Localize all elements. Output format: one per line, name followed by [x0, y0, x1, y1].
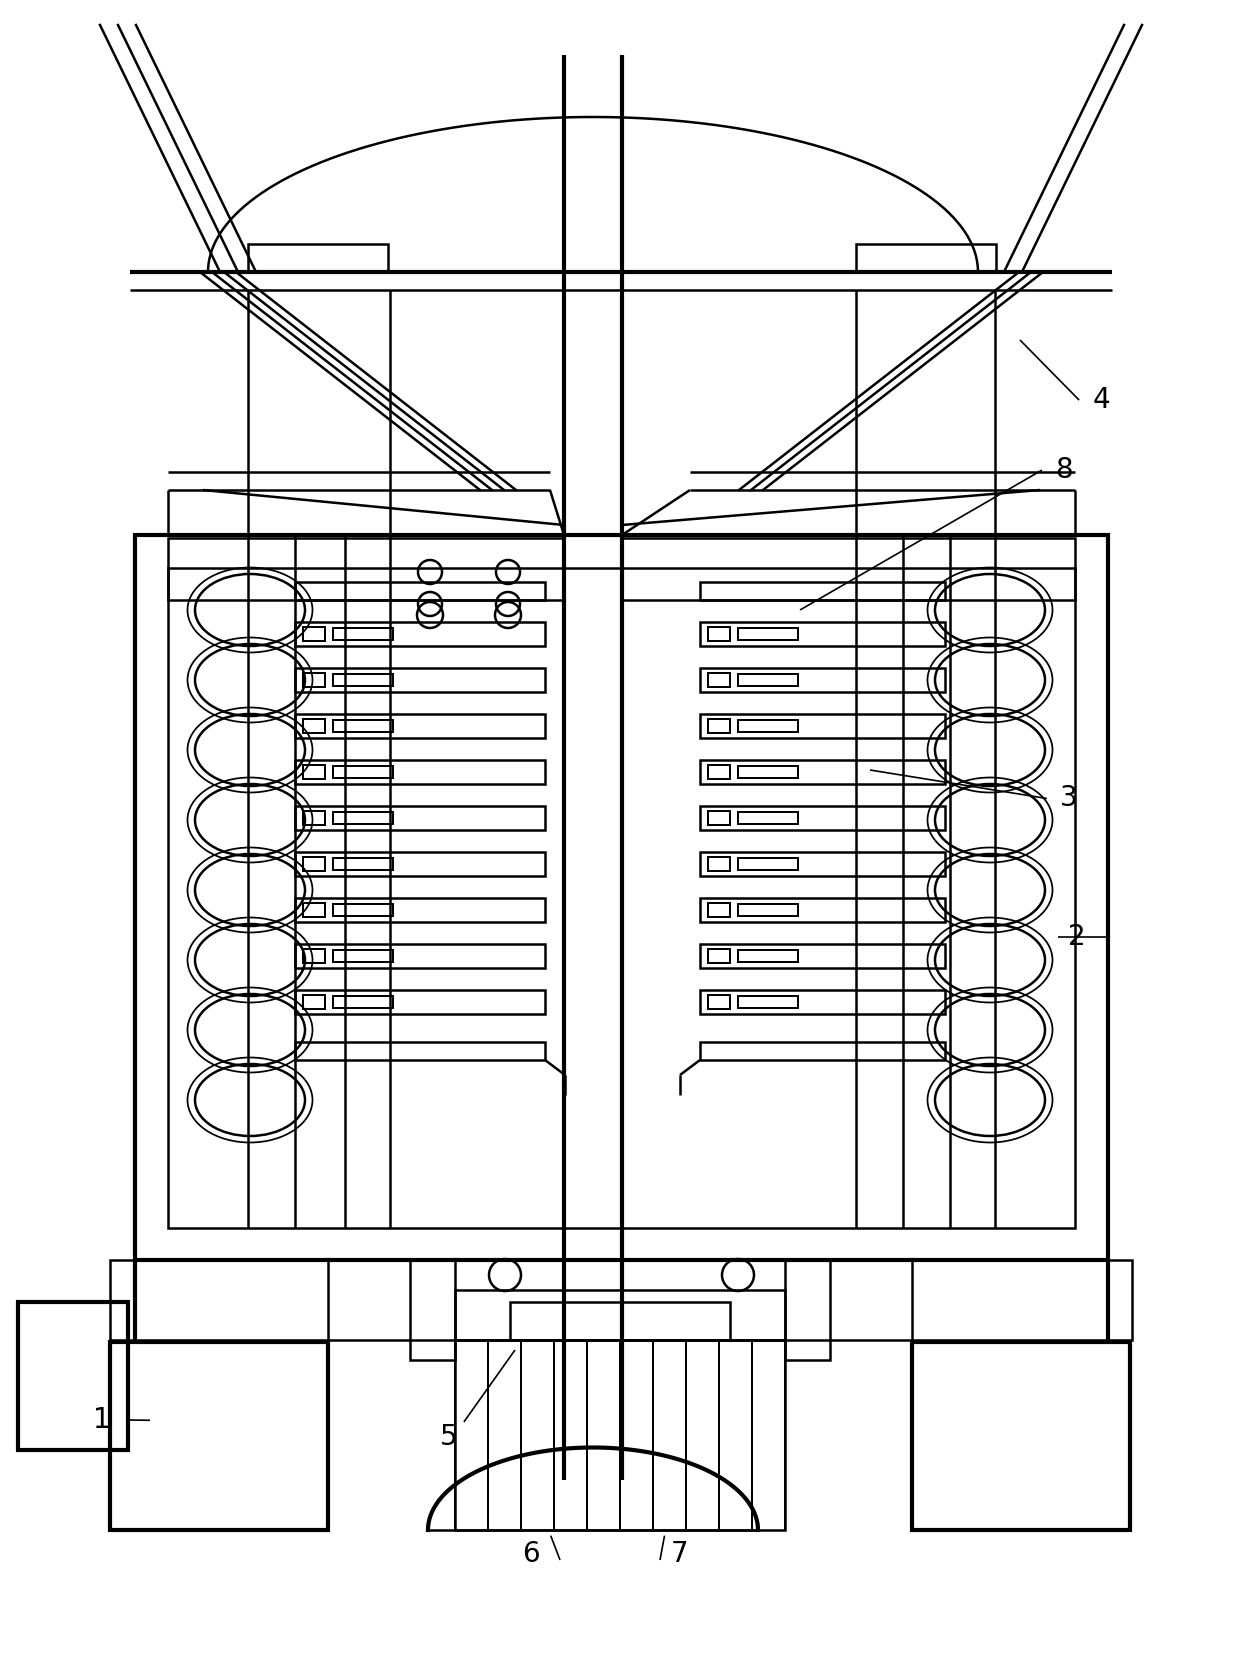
Text: 3: 3 [1060, 785, 1078, 812]
Bar [701, 1042, 945, 1060]
Bar [295, 807, 546, 830]
Bar [701, 622, 945, 647]
Bar [410, 1260, 455, 1360]
Bar [708, 627, 730, 642]
Bar [708, 812, 730, 825]
Bar [303, 904, 325, 917]
Bar [738, 950, 799, 962]
Text: 2: 2 [1068, 924, 1085, 950]
Bar [701, 582, 945, 600]
Text: 8: 8 [1055, 457, 1073, 483]
Bar [248, 243, 388, 272]
Text: 7: 7 [671, 1540, 688, 1567]
Bar [701, 807, 945, 830]
Bar [295, 668, 546, 692]
Bar [738, 628, 799, 640]
Bar [738, 812, 799, 823]
Bar [295, 582, 546, 600]
Bar [701, 990, 945, 1014]
Bar [738, 904, 799, 915]
Bar [295, 760, 546, 783]
Bar [708, 765, 730, 778]
Bar [295, 1042, 546, 1060]
Bar [110, 1260, 1132, 1340]
Bar [303, 673, 325, 687]
Bar [701, 944, 945, 969]
Bar [738, 859, 799, 870]
Text: 5: 5 [440, 1424, 458, 1450]
Bar [708, 904, 730, 917]
Bar [738, 720, 799, 732]
Bar [708, 857, 730, 870]
Bar [708, 949, 730, 964]
Bar [334, 628, 393, 640]
Bar [334, 950, 393, 962]
Bar [334, 995, 393, 1009]
Bar [303, 857, 325, 870]
Bar [334, 673, 393, 687]
Bar [856, 243, 996, 272]
Bar [303, 995, 325, 1009]
Bar [701, 668, 945, 692]
Bar [455, 1340, 785, 1530]
Bar [738, 995, 799, 1009]
Bar [303, 949, 325, 964]
Bar [708, 673, 730, 687]
Bar [303, 812, 325, 825]
Bar [708, 995, 730, 1009]
Bar [135, 535, 1109, 1260]
Bar [510, 1302, 730, 1340]
Bar [303, 765, 325, 778]
Bar [455, 1290, 785, 1340]
Bar [295, 990, 546, 1014]
Bar [334, 767, 393, 778]
Bar [911, 1342, 1130, 1530]
Bar [295, 944, 546, 969]
Text: 6: 6 [522, 1540, 539, 1567]
Bar [110, 1342, 329, 1530]
Bar [701, 899, 945, 922]
Bar [708, 718, 730, 733]
Bar [622, 538, 1075, 600]
Bar [334, 859, 393, 870]
Bar [19, 1302, 128, 1450]
Bar [738, 767, 799, 778]
Text: 4: 4 [1092, 387, 1110, 413]
Text: 1: 1 [93, 1407, 110, 1434]
Bar [303, 627, 325, 642]
Bar [785, 1260, 830, 1360]
Bar [701, 852, 945, 875]
Bar [334, 904, 393, 915]
Bar [334, 720, 393, 732]
Bar [334, 812, 393, 823]
Bar [701, 760, 945, 783]
Bar [295, 852, 546, 875]
Bar [738, 673, 799, 687]
Bar [295, 713, 546, 738]
Bar [295, 622, 546, 647]
Bar [295, 899, 546, 922]
Bar [303, 718, 325, 733]
Bar [701, 713, 945, 738]
Bar [167, 568, 1075, 1229]
Bar [167, 538, 564, 600]
